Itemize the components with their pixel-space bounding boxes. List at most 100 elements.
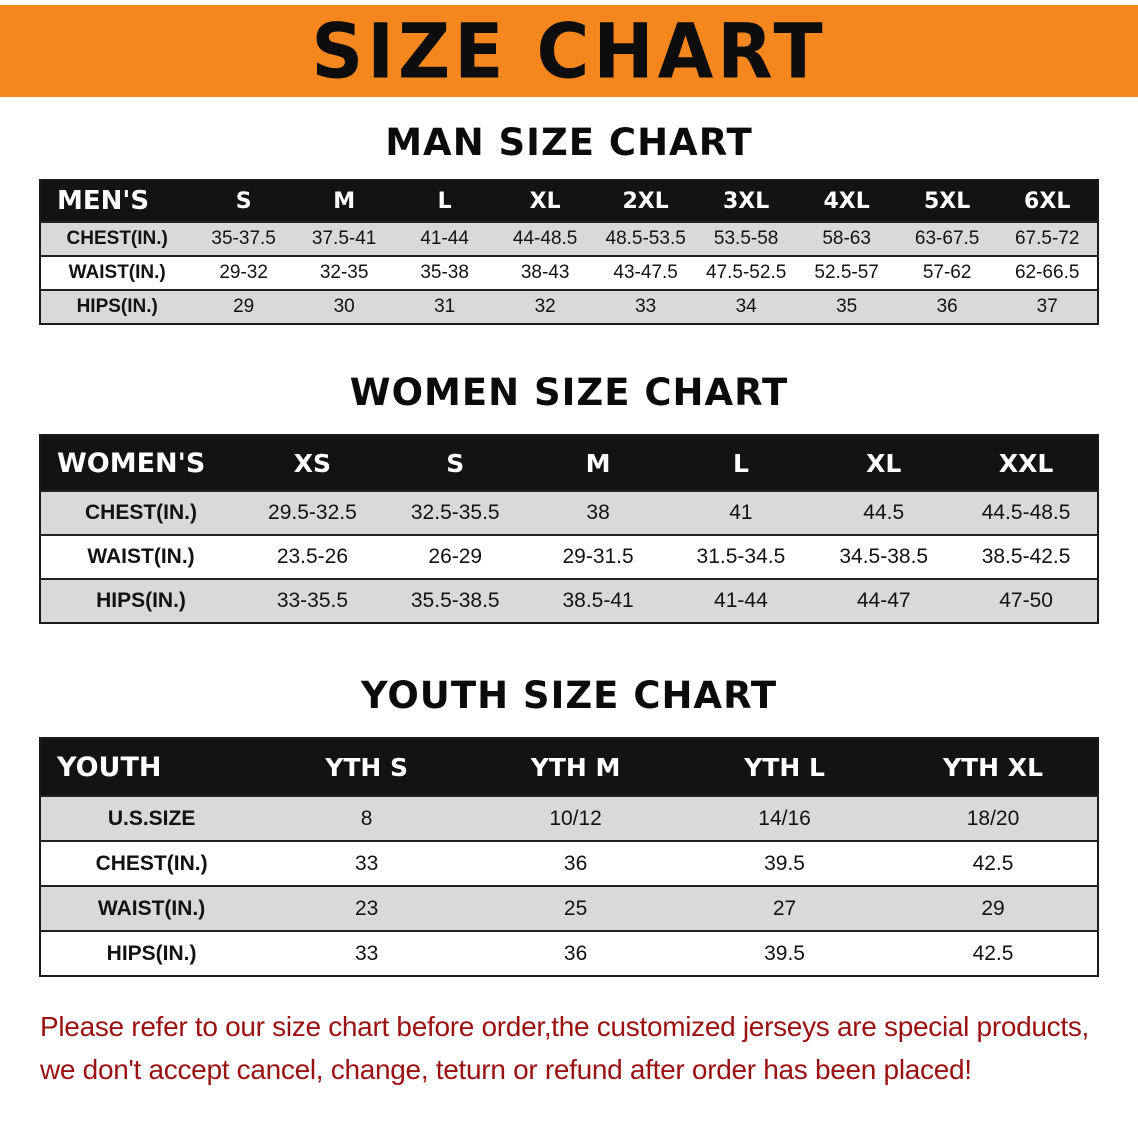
size-column-header: M: [293, 180, 395, 222]
size-value-cell: 31.5-34.5: [696, 545, 786, 568]
table-row: CHEST(IN.) 35-37.5 37.5-41 41-44 44-48.5 48.5…: [40, 222, 1098, 256]
size-column-header: XL: [494, 180, 596, 222]
row-label: WAIST(IN.): [97, 896, 206, 920]
size-value-cell: 14/16: [758, 806, 811, 830]
size-charts: MAN SIZE CHART MEN'S S M L XL 2XL 3XL 4XL 5XL 6XL…: [0, 121, 1138, 977]
row-label: CHEST(IN.): [66, 228, 168, 249]
size-value-cell: 38.5-41: [562, 589, 634, 612]
size-value-cell: 35.5-38.5: [410, 589, 500, 612]
row-label: CHEST(IN.): [85, 501, 197, 524]
size-column-header: 2XL: [595, 180, 696, 222]
disclaimer-line-2: we don't accept cancel, change, teturn o…: [40, 1054, 972, 1086]
size-value-cell: 38: [586, 501, 610, 524]
row-label: WAIST(IN.): [68, 262, 166, 283]
size-value-cell: 32: [534, 296, 556, 317]
size-value-cell: 48.5-53.5: [605, 228, 686, 249]
table-title-cell: WOMEN'S: [40, 435, 242, 491]
size-value-cell: 29: [981, 896, 1005, 920]
size-value-cell: 34.5-38.5: [839, 545, 929, 568]
size-value-cell: 41-44: [714, 589, 768, 612]
size-column-header: YTH M: [471, 738, 681, 796]
size-value-cell: 35: [836, 296, 858, 317]
size-value-cell: 47.5-52.5: [706, 262, 787, 283]
size-column-header: M: [526, 435, 670, 491]
size-value-cell: 52.5-57: [814, 262, 879, 283]
table-row: CHEST(IN.) 33 36 39.5 42.5: [40, 841, 1098, 886]
size-value-cell: 32.5-35.5: [410, 501, 500, 524]
size-value-cell: 30: [333, 296, 355, 317]
table-row: CHEST(IN.) 29.5-32.5 32.5-35.5 38 41 44.5 44.5…: [40, 491, 1098, 535]
table-row: HIPS(IN.) 29 30 31 32 33 34 35 36 37: [40, 290, 1098, 324]
size-value-cell: 33-35.5: [276, 589, 349, 612]
size-value-cell: 37.5-41: [311, 228, 377, 249]
title-banner: SIZE CHART: [0, 5, 1138, 97]
row-label: HIPS(IN.): [96, 589, 186, 612]
women-size-table: WOMEN'S XS S M L XL XXL CHEST(IN.) 29.5-32.5 32.5…: [39, 434, 1099, 624]
size-value-cell: 26-29: [428, 545, 483, 568]
size-column-header: YTH S: [262, 738, 472, 796]
youth-chart-heading: YOUTH SIZE CHART: [360, 674, 778, 717]
size-column-header: XL: [812, 435, 956, 491]
size-value-cell: 67.5-72: [1014, 228, 1080, 249]
size-value-cell: 29-31.5: [562, 545, 634, 568]
table-header-row: WOMEN'S XS S M L XL XXL: [40, 435, 1098, 491]
size-column-header: XXL: [955, 435, 1098, 491]
row-label: CHEST(IN.): [95, 851, 208, 875]
women-chart-heading: WOMEN SIZE CHART: [349, 371, 789, 414]
size-value-cell: 33: [354, 941, 379, 965]
row-label: U.S.SIZE: [107, 806, 196, 830]
size-value-cell: 35-38: [420, 262, 469, 283]
size-column-header: 6XL: [997, 180, 1098, 222]
men-chart-heading: MAN SIZE CHART: [385, 121, 753, 164]
table-row: HIPS(IN.) 33 36 39.5 42.5: [40, 931, 1098, 976]
table-row: HIPS(IN.) 33-35.5 35.5-38.5 38.5-41 41-44 44-…: [40, 579, 1098, 623]
table-row: WAIST(IN.) 23.5-26 26-29 29-31.5 31.5-34.5 34…: [40, 535, 1098, 579]
section-youth: YOUTH SIZE CHART YOUTH YTH S YTH M YTH L YTH…: [0, 674, 1138, 977]
table-header-row: MEN'S S M L XL 2XL 3XL 4XL 5XL 6XL: [40, 180, 1098, 222]
youth-size-table: YOUTH YTH S YTH M YTH L YTH XL U.S.SIZE 8 10/12…: [39, 737, 1099, 977]
size-value-cell: 36: [936, 296, 958, 317]
size-value-cell: 8: [360, 806, 373, 830]
size-value-cell: 57-62: [922, 262, 972, 283]
size-value-cell: 42.5: [972, 941, 1014, 965]
size-column-header: L: [394, 180, 495, 222]
row-label: WAIST(IN.): [87, 545, 195, 568]
size-value-cell: 38-43: [520, 262, 570, 283]
size-column-header: YTH L: [680, 738, 890, 796]
size-value-cell: 33: [354, 851, 379, 875]
size-value-cell: 33: [635, 296, 657, 317]
size-value-cell: 44.5: [863, 501, 905, 524]
size-value-cell: 42.5: [972, 851, 1014, 875]
size-value-cell: 53.5-58: [713, 228, 779, 249]
size-value-cell: 36: [563, 851, 588, 875]
size-value-cell: 41-44: [420, 228, 469, 249]
size-value-cell: 29.5-32.5: [268, 501, 357, 524]
size-value-cell: 41: [729, 501, 753, 524]
size-value-cell: 25: [563, 896, 588, 920]
size-column-header: S: [193, 180, 294, 222]
size-column-header: XS: [241, 435, 384, 491]
size-value-cell: 10/12: [549, 806, 602, 830]
size-value-cell: 36: [563, 941, 588, 965]
size-value-cell: 47-50: [999, 589, 1053, 612]
table-header-row: YOUTH YTH S YTH M YTH L YTH XL: [40, 738, 1098, 796]
row-label: HIPS(IN.): [76, 296, 158, 317]
size-value-cell: 44-48.5: [512, 228, 578, 249]
size-value-cell: 29-32: [219, 262, 268, 283]
size-column-header: 3XL: [695, 180, 797, 222]
size-column-header: 4XL: [796, 180, 897, 222]
size-value-cell: 39.5: [764, 851, 805, 875]
size-value-cell: 34: [735, 296, 757, 317]
size-value-cell: 39.5: [764, 941, 805, 965]
table-title-cell: YOUTH: [40, 738, 263, 796]
size-value-cell: 35-37.5: [211, 228, 276, 249]
size-column-header: YTH XL: [889, 738, 1098, 796]
size-value-cell: 29: [233, 296, 255, 317]
section-women: WOMEN SIZE CHART WOMEN'S XS S M L XL XXL CHEST(…: [0, 371, 1138, 624]
size-value-cell: 38.5-42.5: [981, 545, 1071, 568]
size-value-cell: 44.5-48.5: [981, 501, 1071, 524]
size-value-cell: 32-35: [319, 262, 369, 283]
table-row: U.S.SIZE 8 10/12 14/16 18/20: [40, 796, 1098, 841]
size-value-cell: 37: [1036, 296, 1058, 317]
